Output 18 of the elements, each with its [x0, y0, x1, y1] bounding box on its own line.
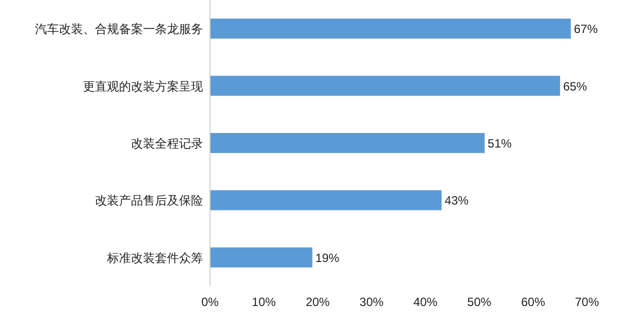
data-label: 51% — [488, 136, 512, 150]
y-tick-label: 更直观的改装方案呈现 — [83, 79, 203, 94]
data-label: 65% — [563, 79, 588, 94]
x-tick-label: 30% — [360, 295, 384, 309]
data-label: 19% — [315, 250, 340, 265]
data-label: 43% — [444, 194, 469, 208]
y-tick-label: 改装全程记录 — [131, 136, 203, 150]
x-tick-label: 10% — [252, 295, 276, 309]
x-tick-label: 60% — [521, 295, 546, 309]
x-tick-label: 50% — [467, 295, 492, 309]
x-tick-label: 40% — [413, 295, 438, 309]
x-tick-label: 70% — [574, 295, 600, 309]
x-tick-label: 20% — [306, 295, 330, 309]
y-tick-label: 汽车改装、合规备案一条龙服务 — [35, 22, 203, 36]
x-tick-label: 0% — [201, 295, 219, 309]
y-tick-label: 标准改装套件众筹 — [106, 250, 203, 265]
y-tick-label: 改装产品售后及保险 — [95, 194, 203, 208]
data-label: 67% — [574, 22, 598, 36]
